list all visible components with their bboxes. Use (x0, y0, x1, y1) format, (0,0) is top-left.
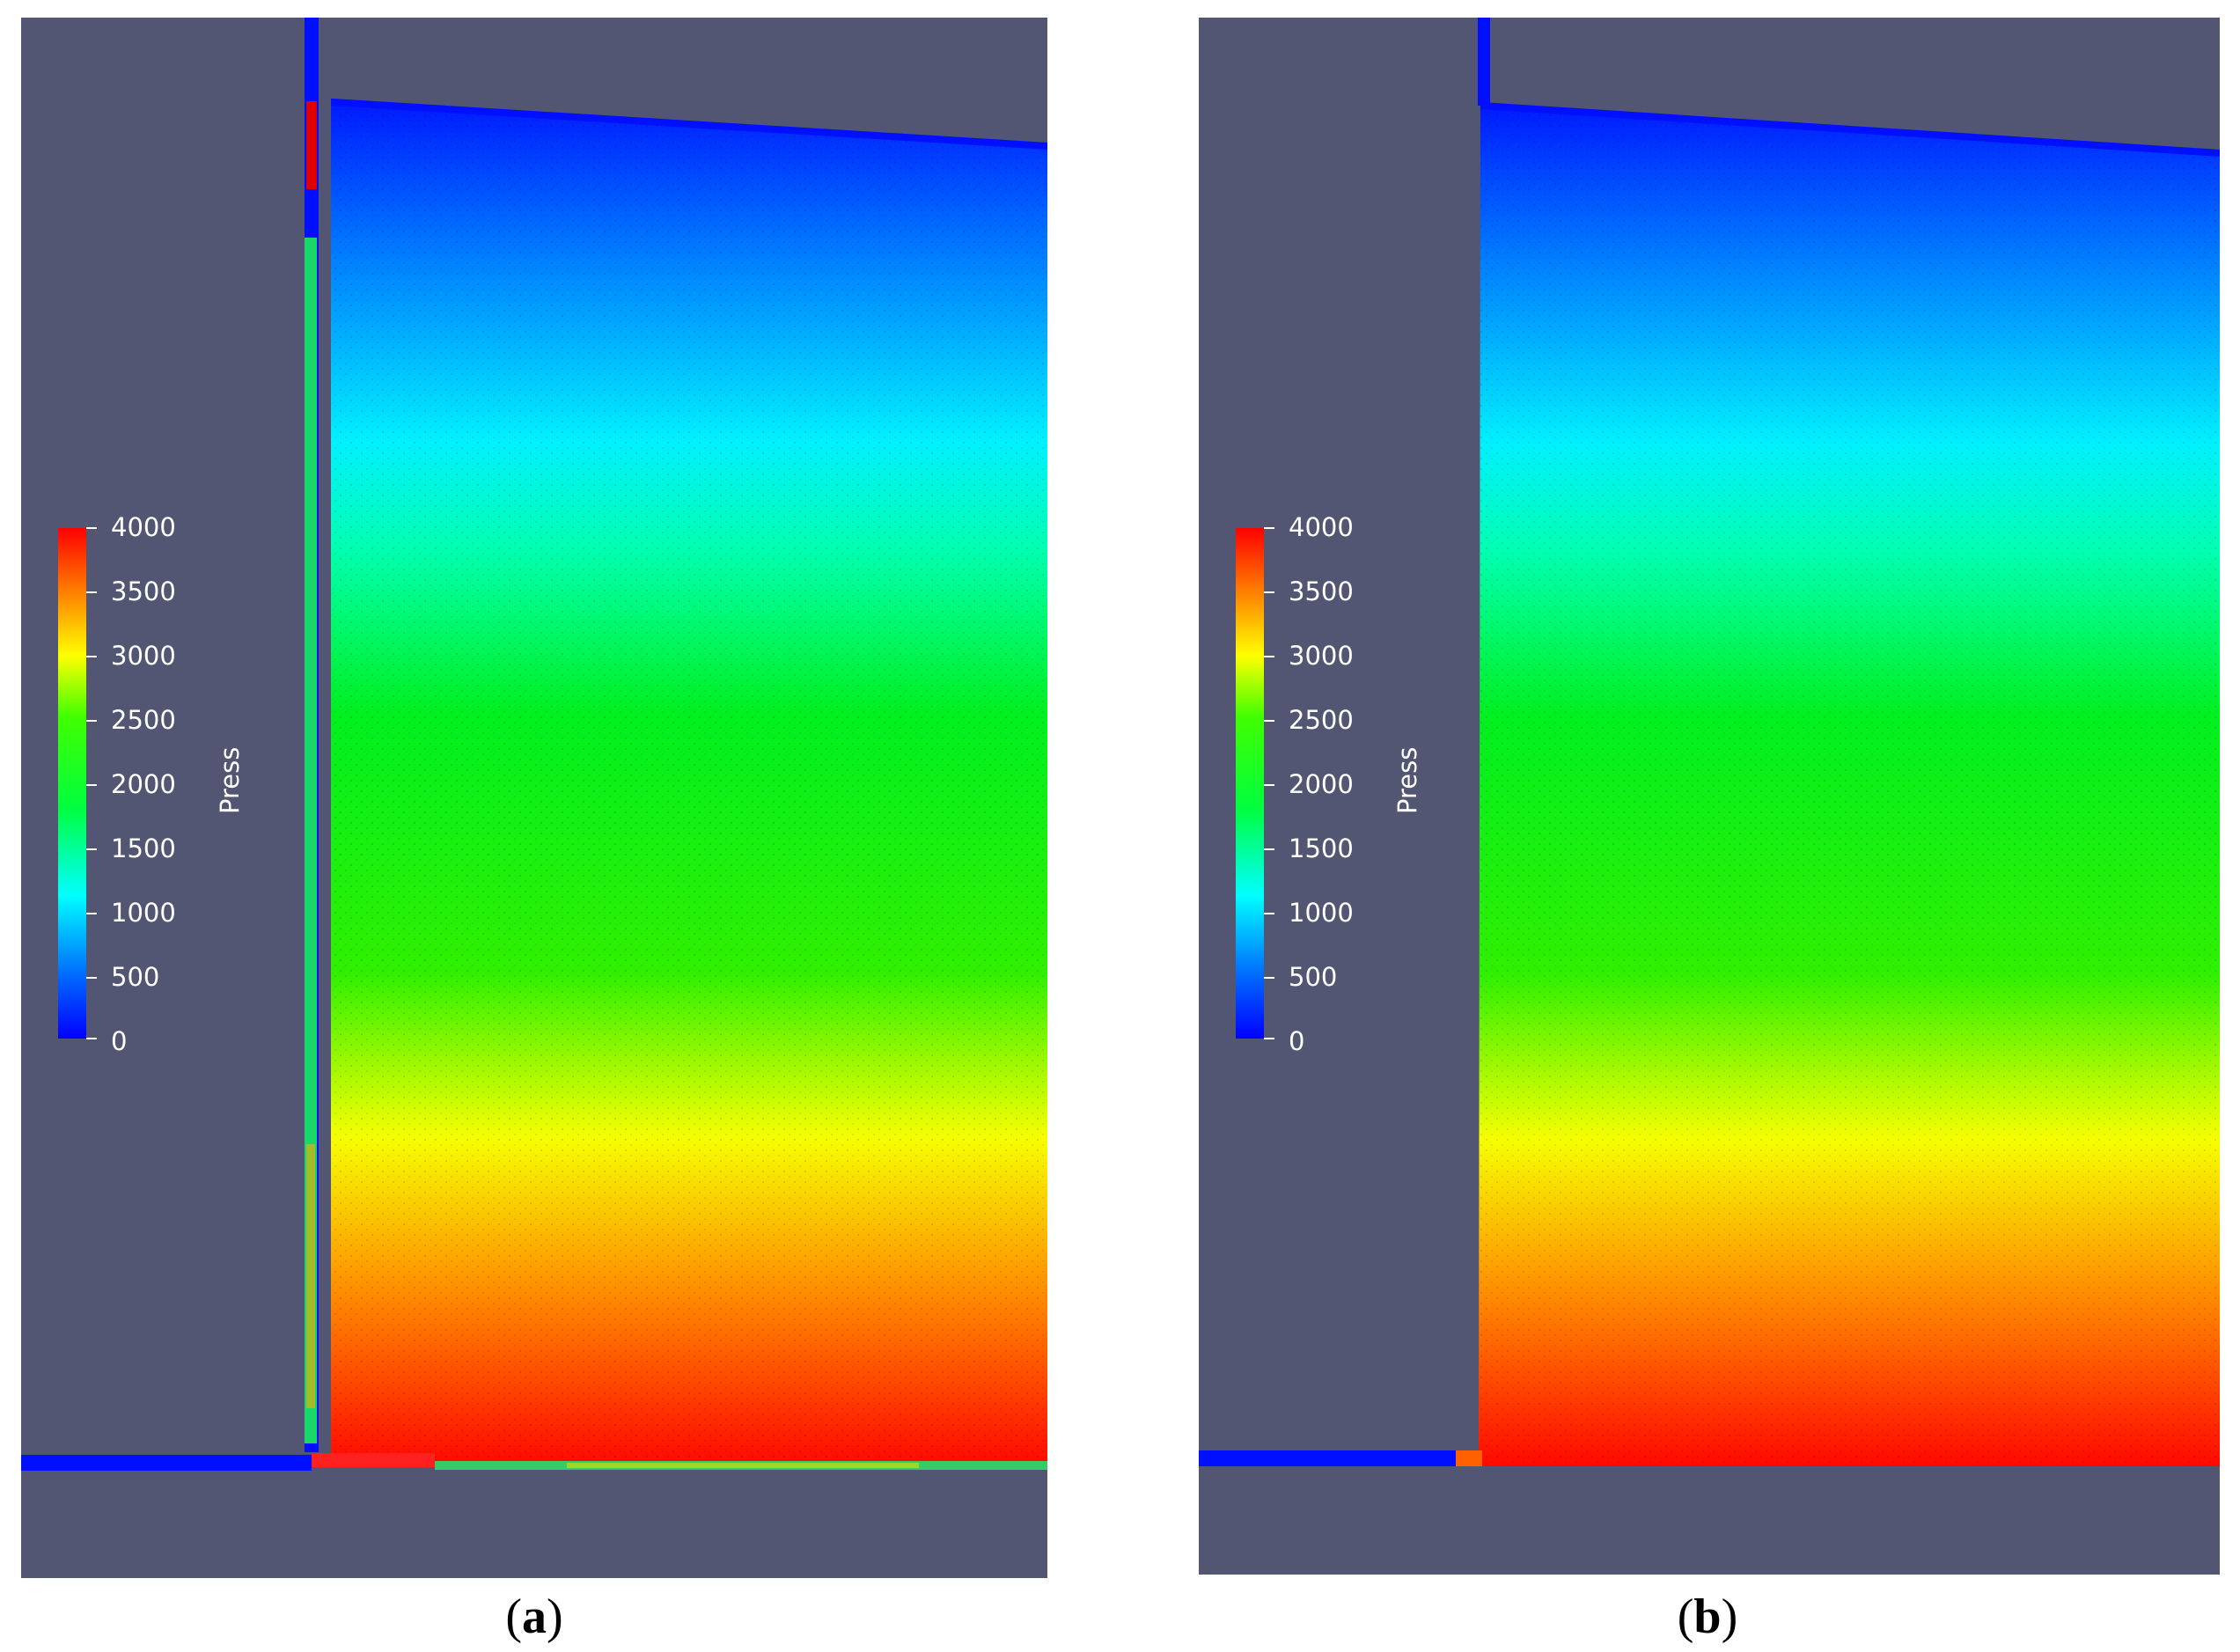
colorbar-b-tick-label: 500 (1289, 962, 1338, 992)
colorbar-a-title: Press (215, 746, 245, 814)
colorbar-a-tick (86, 720, 97, 722)
colorbar-a-tick-label: 4000 (111, 512, 176, 542)
colorbar-b-tick (1264, 720, 1274, 722)
colorbar-a-tick (86, 656, 97, 657)
caption-a-close: ) (547, 1590, 563, 1644)
colorbar-a (58, 528, 86, 1039)
colorbar-b-tick-label: 2000 (1289, 769, 1354, 799)
colorbar-a-tick (86, 1038, 97, 1039)
caption-a: (a) (446, 1589, 622, 1645)
colorbar-a-tick-label: 500 (111, 962, 160, 992)
colorbar-b-tick (1264, 977, 1274, 979)
colorbar-a-tick-label: 3000 (111, 641, 176, 671)
colorbar-b-tick-label: 1500 (1289, 833, 1354, 863)
colorbar-b-tick (1264, 784, 1274, 786)
colorbar-a-tick (86, 591, 97, 593)
colorbar-a-tick (86, 784, 97, 786)
colorbar-b-tick (1264, 848, 1274, 850)
colorbar-b (1236, 528, 1264, 1039)
pressure-field-b (1199, 18, 2220, 1466)
caption-b-open: ( (1677, 1590, 1694, 1644)
caption-b: (b) (1619, 1589, 1796, 1645)
colorbar-b-tick-label: 0 (1289, 1026, 1305, 1056)
panel-b-simulation-view: 4000 3500 3000 2500 2000 1500 1000 500 0… (1199, 18, 2220, 1575)
colorbar-b-tick (1264, 656, 1274, 657)
colorbar-a-tick-label: 0 (111, 1026, 128, 1056)
panel-a-simulation-view: 4000 3500 3000 2500 2000 1500 1000 500 0… (21, 18, 1047, 1578)
pressure-field-a (21, 18, 1047, 1471)
colorbar-a-tick (86, 913, 97, 914)
caption-a-open: ( (505, 1590, 522, 1644)
colorbar-b-tick-label: 1000 (1289, 898, 1354, 928)
caption-a-letter: a (522, 1590, 547, 1644)
colorbar-b-tick-label: 2500 (1289, 705, 1354, 735)
colorbar-a-tick (86, 527, 97, 529)
colorbar-b-tick (1264, 1038, 1274, 1039)
colorbar-b-tick (1264, 527, 1274, 529)
colorbar-a-tick-label: 2000 (111, 769, 176, 799)
colorbar-b-tick-label: 3000 (1289, 641, 1354, 671)
colorbar-a-tick (86, 848, 97, 850)
colorbar-a-tick (86, 977, 97, 979)
colorbar-a-tick-label: 1000 (111, 898, 176, 928)
colorbar-b-tick-label: 4000 (1289, 512, 1354, 542)
caption-b-close: ) (1721, 1590, 1738, 1644)
colorbar-b-tick (1264, 591, 1274, 593)
colorbar-a-tick-label: 2500 (111, 705, 176, 735)
colorbar-b-tick-label: 3500 (1289, 576, 1354, 606)
colorbar-a-tick-label: 3500 (111, 576, 176, 606)
colorbar-b-tick (1264, 913, 1274, 914)
colorbar-b-title: Press (1392, 746, 1422, 814)
caption-b-letter: b (1693, 1590, 1722, 1644)
colorbar-a-tick-label: 1500 (111, 833, 176, 863)
